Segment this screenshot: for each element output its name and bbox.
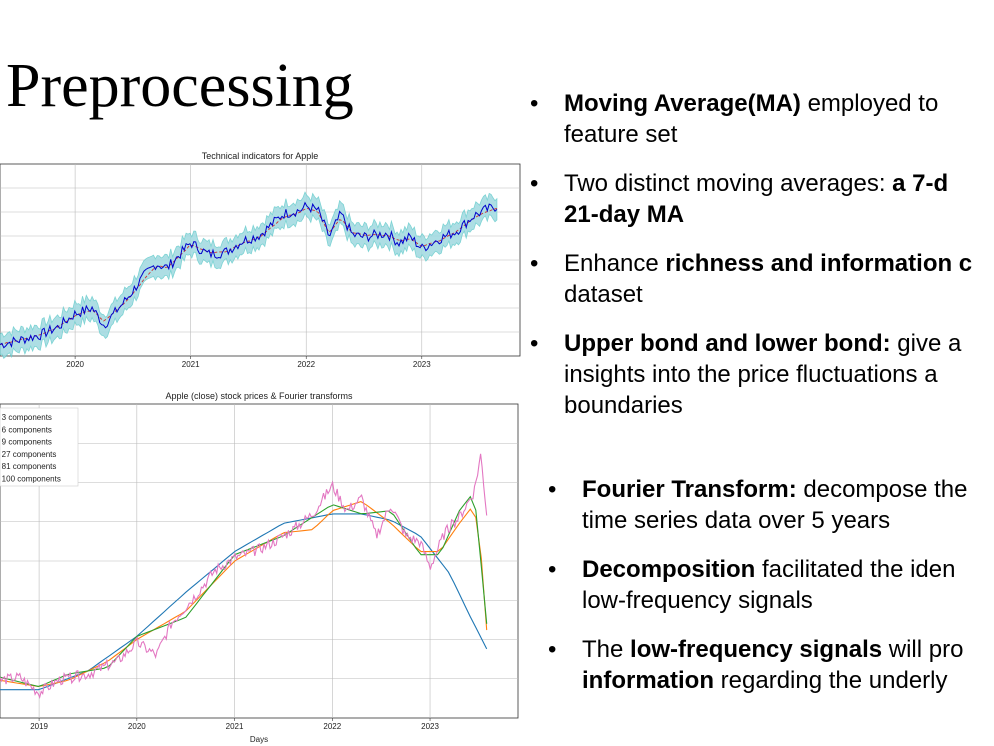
bold-text: Moving Average(MA) (564, 90, 801, 117)
bullet-line: Fourier Transform: decompose the (582, 474, 967, 505)
text: Enhance (564, 250, 666, 277)
series-line (0, 501, 488, 688)
bullet-line: dataset (564, 279, 643, 310)
x-tick-label: 2019 (30, 722, 48, 731)
close-price-line (0, 201, 498, 349)
x-axis-label: Days (250, 735, 268, 744)
x-tick-label: 2023 (421, 722, 439, 731)
x-tick-label: 2020 (66, 360, 84, 369)
bold-text: richness and information c (665, 250, 973, 277)
text: regarding the underly (714, 667, 948, 694)
bold-text: Fourier Transform: (582, 476, 797, 503)
bullet-line: feature set (564, 119, 677, 150)
legend-box (0, 407, 79, 487)
bullet-line: low-frequency signals (582, 585, 813, 616)
bold-text: Upper bond and lower bond: (564, 330, 891, 357)
legend-label: n 6 components (0, 425, 52, 434)
x-tick-label: 2022 (323, 722, 341, 731)
series-line (0, 513, 488, 691)
bullet-line: insights into the price fluctuations a (564, 359, 938, 390)
text: feature set (564, 121, 678, 148)
moving-average-line (0, 208, 497, 346)
slide-title: Preprocessing (6, 52, 354, 120)
legend-label: n 81 components (0, 462, 56, 471)
bullet-line: Two distinct moving averages: a 7-d (564, 168, 948, 199)
legend-label: n 27 components (0, 450, 56, 459)
bullet-line: Enhance richness and information c (564, 248, 972, 279)
series-line (0, 453, 488, 699)
bold-text: a 7-d (892, 170, 949, 197)
bullet-dot-icon: • (530, 90, 539, 117)
x-tick-label: 2023 (413, 360, 431, 369)
bullet-dot-icon: • (530, 170, 539, 197)
text: Two distinct moving averages: (564, 170, 893, 197)
bold-text: low-frequency signals (630, 636, 883, 663)
bullet-line: boundaries (564, 390, 683, 421)
bullet-line: Moving Average(MA) employed to (564, 88, 938, 119)
text: employed to (800, 90, 939, 117)
x-tick-label: 2021 (226, 722, 244, 731)
legend-label: n 3 components (0, 413, 52, 422)
text: time series data over 5 years (582, 507, 891, 534)
text: facilitated the iden (755, 556, 956, 583)
legend-label: n 100 components (0, 475, 61, 484)
text: low-frequency signals (582, 587, 813, 614)
bullet-line: information regarding the underly (582, 665, 947, 696)
bullet-dot-icon: • (548, 476, 557, 503)
technical-indicators-chart: Technical indicators for Apple 2020 2021 20… (0, 151, 521, 369)
bullet-line: time series data over 5 years (582, 505, 890, 536)
text: decompose the (796, 476, 968, 503)
x-tick-label: 2021 (182, 360, 200, 369)
bullet-line: The low-frequency signals will pro (582, 634, 963, 665)
fourier-transform-chart: Apple (close) stock prices & Fourier tra… (0, 391, 519, 744)
text: insights into the price fluctuations a (564, 361, 938, 388)
bullet-line: Upper bond and lower bond: give a (564, 328, 961, 359)
chart-title: Apple (close) stock prices & Fourier tra… (165, 391, 353, 401)
bullet-line: Decomposition facilitated the iden (582, 554, 955, 585)
text: will pro (882, 636, 964, 663)
bullet-dot-icon: • (548, 556, 557, 583)
bold-text: Decomposition (582, 556, 756, 583)
legend-label: n 9 components (0, 438, 52, 447)
bullet-line: 21-day MA (564, 199, 684, 230)
bold-text: information (582, 667, 714, 694)
x-tick-label: 2020 (128, 722, 146, 731)
text: dataset (564, 281, 643, 308)
bullet-dot-icon: • (548, 636, 557, 663)
bold-text: 21-day MA (564, 201, 685, 228)
text: boundaries (564, 392, 683, 419)
chart-legend: n 3 components n 6 components n 9 componen… (0, 407, 79, 487)
bullet-dot-icon: • (530, 330, 539, 357)
bullet-dot-icon: • (530, 250, 539, 277)
x-tick-label: 2022 (297, 360, 315, 369)
chart-title: Technical indicators for Apple (202, 151, 319, 161)
text: give a (890, 330, 962, 357)
text: The (582, 636, 631, 663)
